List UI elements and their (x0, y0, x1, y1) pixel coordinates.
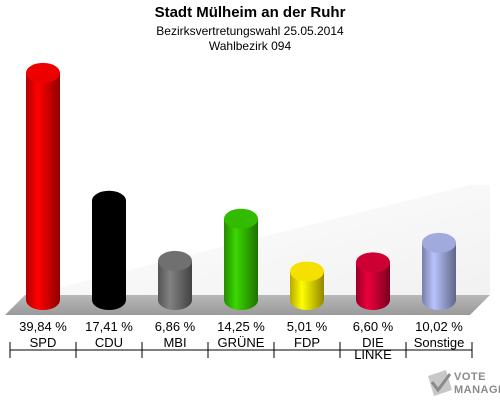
value-label: 6,60 % (352, 319, 394, 334)
bar-cap (158, 250, 192, 271)
bar-body (422, 242, 456, 310)
bar-cap (224, 208, 258, 229)
bar-cdu (92, 190, 126, 310)
category-label: MBI (163, 335, 187, 350)
bar-cap (422, 232, 456, 253)
bar-grüne (224, 208, 258, 310)
bar-body (224, 218, 258, 310)
value-label: 39,84 % (19, 319, 67, 334)
bar-cap (92, 190, 126, 211)
vote-manager-logo: VOTE MANAGER (424, 366, 500, 400)
category-label: SPD (29, 335, 57, 350)
bar-body (356, 262, 390, 310)
bar-cap (290, 261, 324, 282)
bar-body (92, 200, 126, 310)
bar-body (26, 72, 60, 310)
bar-die-linke (356, 252, 390, 310)
bar-spd (26, 62, 60, 310)
bar-body (158, 260, 192, 310)
category-label: FDP (294, 335, 320, 350)
watermark-line2: MANAGER (454, 384, 500, 396)
bar-cap (26, 62, 60, 83)
ballot-check-icon (428, 370, 452, 396)
value-label: 14,25 % (217, 319, 265, 334)
value-label: 5,01 % (286, 319, 328, 334)
watermark-line1: VOTE (454, 371, 486, 383)
chart-subtitle-district: Wahlbezirk 094 (208, 39, 292, 53)
bar-fdp (290, 261, 324, 310)
value-label: 17,41 % (85, 319, 133, 334)
value-label: 10,02 % (415, 319, 463, 334)
value-label: 6,86 % (154, 319, 196, 334)
category-label: GRÜNE (217, 335, 265, 350)
chart-subtitle: Bezirksvertretungswahl 25.05.2014 (156, 24, 344, 38)
bar-mbi (158, 250, 192, 310)
chart-title: Stadt Mülheim an der Ruhr (154, 4, 346, 21)
bar-cap (356, 252, 390, 273)
category-label: CDU (94, 335, 124, 350)
bar-sonstige (422, 232, 456, 310)
category-label: DIE LINKE (354, 335, 392, 362)
bar-body (290, 271, 324, 310)
category-label: Sonstige (413, 335, 465, 350)
